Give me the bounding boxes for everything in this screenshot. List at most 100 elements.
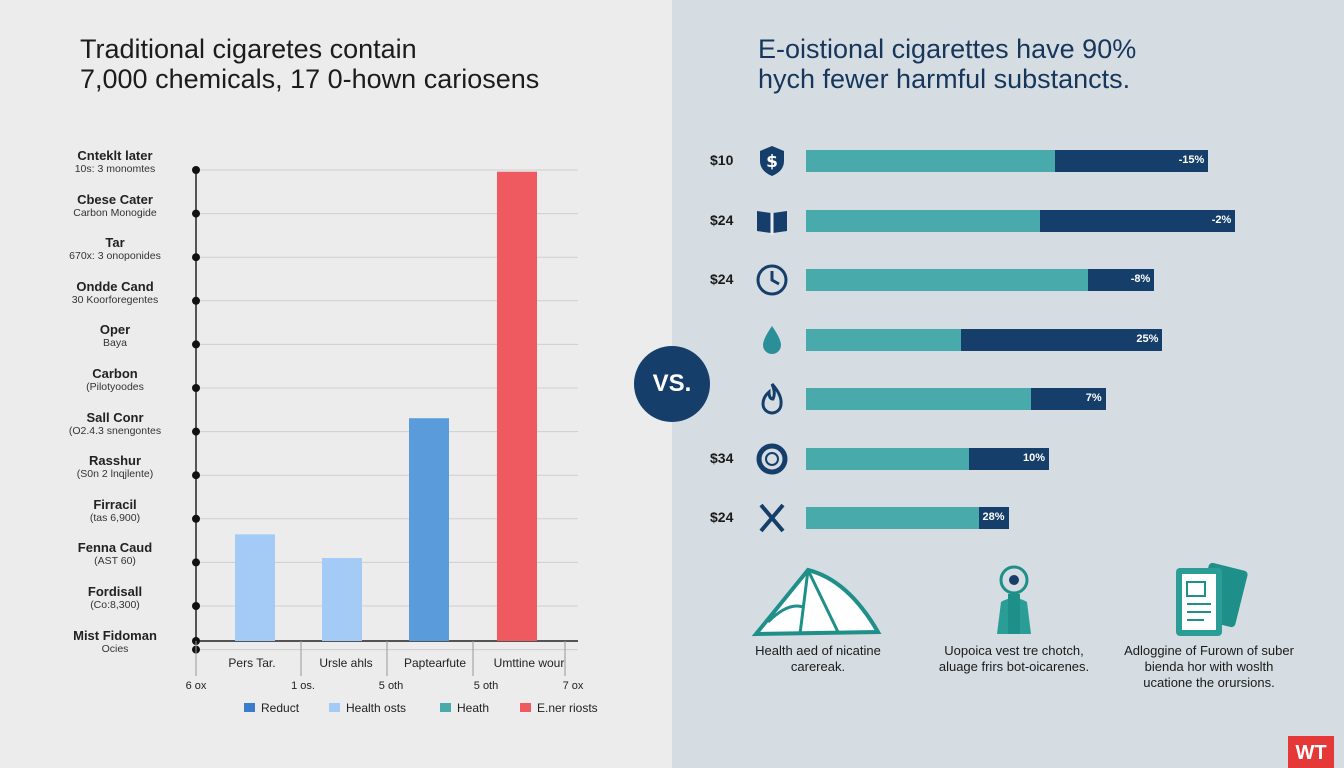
axis-dot	[192, 471, 200, 480]
category-name: Mist Fidoman	[73, 627, 157, 643]
row-cost-label: $24	[710, 271, 734, 287]
row-bar-track: 28%	[806, 507, 1009, 529]
x-category-label: Pers Tar.	[228, 656, 275, 670]
comparison-row: $34 10%	[700, 439, 1320, 479]
category-name: Cnteklt later	[77, 148, 153, 163]
right-panel	[672, 0, 1344, 768]
category-sub: Ocies	[101, 642, 129, 655]
row-percent-label: -15%	[1178, 154, 1205, 166]
droplet-icon	[754, 322, 790, 358]
category-name: Fordisall	[87, 584, 143, 599]
info-block-text: Adloggine of Furown of suber bienda hor …	[1124, 643, 1294, 690]
left-title: Traditional cigaretes contain 7,000 chem…	[80, 34, 640, 94]
category-sub: (Co:8,300)	[90, 599, 140, 611]
row-bar-fill	[806, 447, 969, 470]
row-percent-label: -8%	[1130, 273, 1151, 285]
axis-dot	[192, 209, 200, 218]
legend-swatch	[244, 703, 255, 712]
axis-dot	[192, 253, 200, 262]
category-name: Sall Conr	[86, 409, 144, 425]
x-tick-label: 7 ox	[563, 680, 584, 692]
row-bar-track: -8%	[806, 269, 1155, 291]
x-tick-label: 5 oth	[379, 680, 403, 692]
row-percent-label: -2%	[1211, 213, 1232, 226]
legend-swatch	[440, 703, 451, 712]
category-label: Mist Fidoman Ocies	[30, 628, 200, 656]
axis-dot	[192, 340, 200, 349]
axis-dot	[192, 384, 200, 392]
legend-swatch	[329, 703, 340, 712]
x-tick-label: 1 os.	[291, 680, 315, 692]
category-sub: 30 Koorforegentes	[71, 293, 159, 306]
row-percent-label: 10%	[1022, 451, 1045, 464]
category-name: Oper	[99, 322, 131, 338]
row-bar-fill	[806, 269, 1089, 291]
category-label: Cnteklt later 10s: 3 monomtes	[30, 148, 200, 176]
legend-label: E.ner riosts	[537, 701, 598, 715]
axis-dot	[192, 296, 200, 305]
category-name: Tar	[105, 235, 125, 251]
category-sub: (S0n 2 lnqjlente)	[76, 468, 154, 481]
category-name: Firracil	[93, 496, 137, 512]
cards-icon	[1164, 562, 1254, 647]
row-bar-track: -15%	[806, 150, 1209, 172]
right-title: E-oistional cigarettes have 90% hych few…	[758, 34, 1318, 94]
category-label: Oper Baya	[30, 322, 200, 350]
category-label: Fordisall (Co:8,300)	[30, 584, 200, 612]
category-label: Ondde Cand 30 Koorforegentes	[30, 279, 200, 307]
crossed-tools-icon	[754, 500, 790, 536]
svg-text:$: $	[766, 152, 778, 172]
row-bar-track: 25%	[806, 328, 1163, 351]
x-category-label: Umttine wour	[494, 656, 565, 670]
category-sub: Baya	[103, 337, 127, 350]
bar	[409, 418, 449, 641]
legend-label: Heath	[457, 701, 489, 715]
dollar-shield-icon: $	[754, 143, 790, 179]
category-sub: Carbon Monogide	[73, 206, 157, 219]
category-name: Cbese Cater	[77, 191, 153, 207]
bar	[235, 534, 275, 641]
category-sub: (O2.4.3 snengontes	[68, 424, 162, 437]
comparison-row: $24 -2%	[700, 201, 1320, 241]
category-name: Fenna Caud	[77, 540, 153, 556]
right-title-line1: E-oistional cigarettes have 90%	[758, 34, 1137, 64]
category-name: Rasshur	[88, 453, 142, 469]
vs-badge: VS.	[634, 346, 710, 422]
info-block-text: Uopoica vest tre chotch, aluage frirs bo…	[938, 643, 1090, 674]
row-cost-label: $34	[710, 449, 734, 466]
left-title-line2: 7,000 chemicals, 17 0-hown cariosens	[80, 64, 540, 94]
category-sub: (Pilotyoodes	[86, 381, 144, 393]
row-bar-fill	[806, 507, 980, 529]
category-label: Fenna Caud (AST 60)	[30, 540, 200, 568]
category-label: Carbon (Pilotyoodes	[30, 366, 200, 394]
row-cost-label: $10	[710, 152, 734, 168]
comparison-row: 7%	[700, 379, 1320, 419]
x-tick-label: 5 oth	[474, 680, 498, 692]
category-name: Ondde Cand	[76, 278, 154, 294]
legend-label: Health osts	[346, 701, 406, 715]
x-tick-label: 6 ox	[186, 680, 207, 692]
comparison-row: $24 -8%	[700, 260, 1320, 300]
category-sub: (AST 60)	[94, 555, 136, 568]
x-category-label: Paptearfute	[404, 656, 466, 670]
row-percent-label: 25%	[1136, 332, 1159, 345]
row-bar-track: 7%	[806, 388, 1106, 410]
category-label: Firracil (tas 6,900)	[30, 497, 200, 525]
lifebuoy-icon	[754, 441, 790, 477]
book-icon	[754, 203, 790, 239]
flame-icon	[754, 381, 790, 417]
category-label: Sall Conr (O2.4.3 snengontes	[30, 410, 200, 438]
axis-dot	[192, 514, 200, 523]
row-percent-label: 28%	[982, 511, 1005, 523]
category-name: Carbon	[92, 366, 138, 381]
row-bar-track: -2%	[806, 209, 1236, 232]
brand-logo: WT	[1288, 736, 1334, 768]
category-label: Tar 670x: 3 onoponides	[30, 235, 200, 263]
category-label: Cbese Cater Carbon Monogide	[30, 192, 200, 220]
category-sub: 670x: 3 onoponides	[69, 250, 161, 263]
comparison-row: 25%	[700, 320, 1320, 360]
comparison-row: $10 $ -15%	[700, 141, 1320, 181]
right-title-line2: hych fewer harmful substancts.	[758, 64, 1131, 94]
row-bar-track: 10%	[806, 447, 1049, 470]
row-cost-label: $24	[710, 509, 734, 525]
